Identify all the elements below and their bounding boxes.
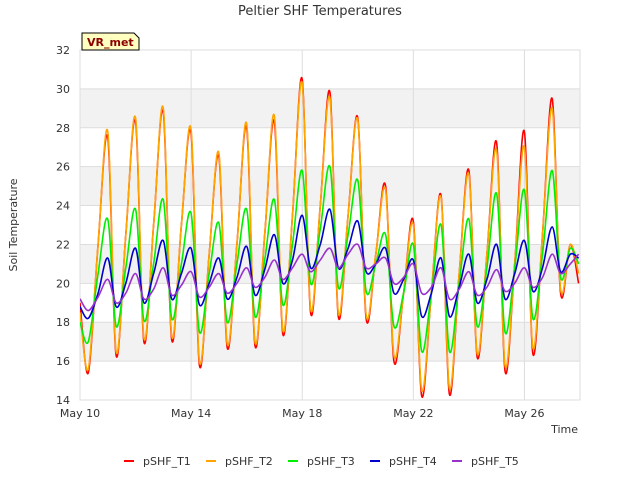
y-tick-label: 16 xyxy=(56,355,70,368)
y-axis: 14 16 18 20 22 24 26 28 30 32 xyxy=(56,44,70,407)
legend-label-pSHF_T1: pSHF_T1 xyxy=(143,455,191,468)
y-tick-label: 26 xyxy=(56,161,70,174)
badge-shape xyxy=(81,32,140,51)
grid-band xyxy=(80,205,580,245)
x-tick-label: May 10 xyxy=(60,407,100,420)
legend-label-pSHF_T5: pSHF_T5 xyxy=(471,455,519,468)
grid-band xyxy=(80,283,580,323)
x-axis: May 10 May 14 May 18 May 22 May 26 xyxy=(60,407,545,420)
grid-band xyxy=(80,322,580,362)
y-tick-label: 22 xyxy=(56,238,70,251)
y-tick-label: 30 xyxy=(56,83,70,96)
y-tick-label: 14 xyxy=(56,394,70,407)
series-line-pSHF_T4 xyxy=(80,208,580,320)
y-tick-label: 24 xyxy=(56,200,70,213)
x-tick-label: May 18 xyxy=(282,407,322,420)
badge-label: VR_met xyxy=(87,36,134,49)
series-line-pSHF_T2 xyxy=(80,80,580,393)
grid-band xyxy=(80,361,580,400)
series-line-pSHF_T5 xyxy=(80,243,580,312)
plot-area xyxy=(79,49,581,401)
grid-band xyxy=(80,50,580,89)
x-tick-label: May 26 xyxy=(504,407,544,420)
chart-title: Peltier SHF Temperatures xyxy=(238,4,402,19)
y-tick-label: 28 xyxy=(56,122,70,135)
x-tick-label: May 14 xyxy=(171,407,211,420)
y-axis-label: Soil Temperature xyxy=(7,178,20,271)
y-tick-label: 32 xyxy=(56,44,70,57)
grid-band xyxy=(80,127,580,167)
legend-label-pSHF_T2: pSHF_T2 xyxy=(225,455,273,468)
series-line-pSHF_T3 xyxy=(80,164,580,354)
series-lines xyxy=(80,76,580,399)
x-axis-label: Time xyxy=(550,423,578,436)
y-tick-label: 18 xyxy=(56,316,70,329)
badge: VR_met xyxy=(81,32,140,51)
legend: pSHF_T1 pSHF_T2 pSHF_T3 pSHF_T4 pSHF_T5 xyxy=(124,455,519,468)
legend-label-pSHF_T4: pSHF_T4 xyxy=(389,455,437,468)
legend-label-pSHF_T3: pSHF_T3 xyxy=(307,455,355,468)
x-tick-label: May 22 xyxy=(393,407,433,420)
y-tick-label: 20 xyxy=(56,277,70,290)
grid-band xyxy=(80,244,580,284)
